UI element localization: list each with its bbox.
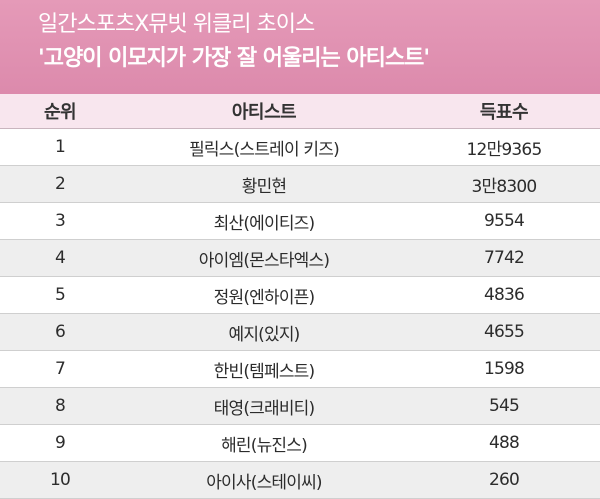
table-row: 1 필릭스(스트레이 키즈) 12만9365 <box>0 128 600 166</box>
votes-cell: 9554 <box>408 202 600 240</box>
artist-cell: 예지(있지) <box>120 313 408 351</box>
votes-cell: 260 <box>408 461 600 499</box>
rank-cell: 3 <box>0 202 120 240</box>
table-row: 8 태영(크래비티) 545 <box>0 387 600 425</box>
rank-cell: 4 <box>0 239 120 277</box>
votes-cell: 12만9365 <box>408 128 600 166</box>
rank-cell: 2 <box>0 165 120 203</box>
table-row: 9 해린(뉴진스) 488 <box>0 424 600 462</box>
table-row: 4 아이엠(몬스타엑스) 7742 <box>0 239 600 277</box>
artist-cell: 필릭스(스트레이 키즈) <box>120 128 408 166</box>
artist-cell: 최산(에이티즈) <box>120 202 408 240</box>
rank-cell: 5 <box>0 276 120 314</box>
artist-cell: 아이사(스테이씨) <box>120 461 408 499</box>
ranking-table: 순위 아티스트 득표수 1 필릭스(스트레이 키즈) 12만9365 2 황민현… <box>0 94 600 499</box>
rank-cell: 9 <box>0 424 120 462</box>
table-row: 3 최산(에이티즈) 9554 <box>0 202 600 240</box>
table-row: 10 아이사(스테이씨) 260 <box>0 461 600 499</box>
votes-cell: 545 <box>408 387 600 425</box>
table-row: 7 한빈(템페스트) 1598 <box>0 350 600 388</box>
column-header-artist: 아티스트 <box>120 94 408 129</box>
rank-cell: 8 <box>0 387 120 425</box>
artist-cell: 태영(크래비티) <box>120 387 408 425</box>
artist-cell: 한빈(템페스트) <box>120 350 408 388</box>
header-banner: 일간스포츠X뮤빗 위클리 초이스 '고양이 이모지가 가장 잘 어울리는 아티스… <box>0 0 600 94</box>
votes-cell: 7742 <box>408 239 600 277</box>
table-header-row: 순위 아티스트 득표수 <box>0 94 600 129</box>
column-header-votes: 득표수 <box>408 94 600 129</box>
artist-cell: 아이엠(몬스타엑스) <box>120 239 408 277</box>
artist-cell: 해린(뉴진스) <box>120 424 408 462</box>
rank-cell: 6 <box>0 313 120 351</box>
artist-cell: 정원(엔하이픈) <box>120 276 408 314</box>
votes-cell: 4655 <box>408 313 600 351</box>
subtitle: 일간스포츠X뮤빗 위클리 초이스 <box>38 12 315 37</box>
table-row: 5 정원(엔하이픈) 4836 <box>0 276 600 314</box>
table-row: 6 예지(있지) 4655 <box>0 313 600 351</box>
rank-cell: 1 <box>0 128 120 166</box>
votes-cell: 3만8300 <box>408 165 600 203</box>
title: '고양이 이모지가 가장 잘 어울리는 아티스트' <box>38 46 430 71</box>
rank-cell: 7 <box>0 350 120 388</box>
votes-cell: 488 <box>408 424 600 462</box>
rank-cell: 10 <box>0 461 120 499</box>
artist-cell: 황민현 <box>120 165 408 203</box>
votes-cell: 4836 <box>408 276 600 314</box>
column-header-rank: 순위 <box>0 94 120 129</box>
table-row: 2 황민현 3만8300 <box>0 165 600 203</box>
votes-cell: 1598 <box>408 350 600 388</box>
